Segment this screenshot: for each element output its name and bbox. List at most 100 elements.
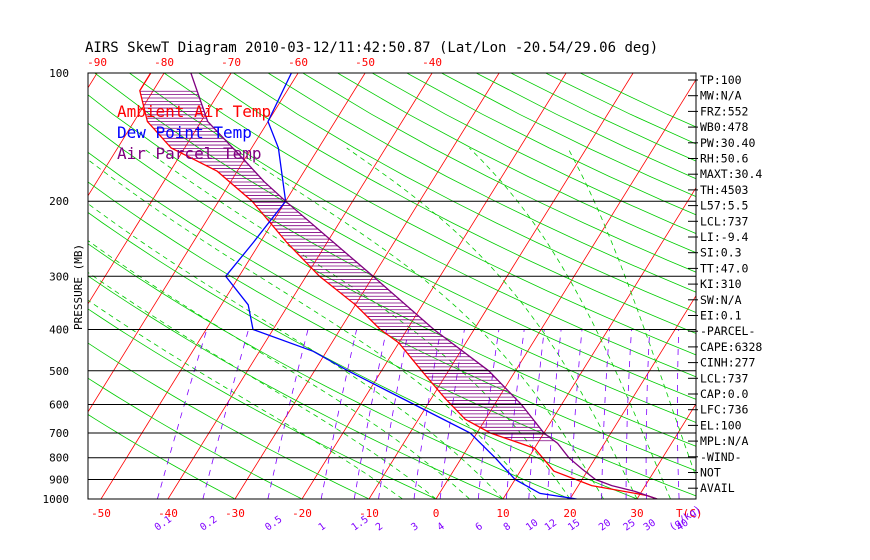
index-label: -WIND- xyxy=(700,450,742,464)
mixing-ratio-line xyxy=(157,329,208,499)
isotherm-line xyxy=(838,73,870,499)
pressure-tick-label: 700 xyxy=(49,427,69,440)
legend-ambient-air-temp: Ambient Air Temp xyxy=(117,102,271,121)
top-temp-tick-label: -60 xyxy=(288,56,308,69)
mixing-ratio-line xyxy=(570,329,583,499)
pressure-tick-label: 200 xyxy=(49,195,69,208)
dry-adiabat-line xyxy=(88,377,303,499)
background-lines xyxy=(0,73,870,499)
pressure-tick-label: 800 xyxy=(49,452,69,465)
mixing-ratio-tick-label: 0.2 xyxy=(198,514,219,533)
plot-frame xyxy=(87,72,697,500)
index-label: MPL:N/A xyxy=(700,434,749,448)
moist-adiabat-line xyxy=(88,159,537,499)
index-label: WB0:478 xyxy=(700,120,749,134)
top-temp-tick-label: -90 xyxy=(87,56,107,69)
dry-adiabat-line xyxy=(302,73,696,273)
moist-adiabat-line xyxy=(142,147,571,499)
moist-adiabat-line xyxy=(346,147,638,499)
mixing-ratio-line xyxy=(378,329,409,499)
mixing-ratio-line xyxy=(528,329,545,499)
index-label: LCL:737 xyxy=(700,371,749,385)
mixing-ratio-line xyxy=(202,329,249,499)
mixing-ratio-tick-label: 20 xyxy=(597,518,613,534)
index-label: TH:4503 xyxy=(700,183,749,197)
bottom-temp-tick-label: -50 xyxy=(91,507,111,520)
index-label: LI:-9.4 xyxy=(700,230,749,244)
index-label: NOT xyxy=(700,466,721,480)
dry-adiabat-line xyxy=(163,73,696,356)
dry-adiabat-line xyxy=(372,73,696,234)
moist-adiabat-line xyxy=(567,147,696,478)
mixing-ratio-tick-label: 4 xyxy=(436,521,447,533)
isotherm-line xyxy=(569,295,696,499)
index-label: MW:N/A xyxy=(700,89,742,103)
top-temp-tick-label: -80 xyxy=(154,56,174,69)
dry-adiabat-line xyxy=(476,73,696,180)
legend-air-parcel-temp: Air Parcel Temp xyxy=(117,144,262,163)
dry-adiabat-line xyxy=(94,73,696,400)
ambient-air-temp-line xyxy=(139,73,658,499)
dry-adiabat-line xyxy=(88,275,504,499)
index-label: EI:0.1 xyxy=(700,309,742,323)
index-label: FRZ:552 xyxy=(700,104,748,118)
legend-dew-point-temp: Dew Point Temp xyxy=(117,123,252,142)
moist-adiabat-line xyxy=(88,240,470,499)
bottom-temp-tick-label: -10 xyxy=(359,507,379,520)
index-label: TP:100 xyxy=(700,73,742,87)
bottom-temp-unit: T(C) xyxy=(676,507,703,520)
cape-hatching xyxy=(139,90,555,442)
mixing-ratio-tick-label: 1 xyxy=(317,521,328,533)
dry-adiabat-line xyxy=(88,151,696,472)
chart-title: AIRS SkewT Diagram 2010-03-12/11:42:50.8… xyxy=(85,40,658,56)
mixing-ratio-tick-label: 6 xyxy=(474,521,485,533)
isotherm-line xyxy=(368,73,634,499)
index-label: TT:47.0 xyxy=(700,261,749,275)
dry-adiabat-line xyxy=(129,73,696,378)
bottom-temp-tick-label: -20 xyxy=(292,507,312,520)
mixing-ratio-tick-label: 3 xyxy=(409,521,420,533)
dew-point-temp-line xyxy=(224,73,577,499)
dry-adiabat-line xyxy=(88,211,638,499)
top-temp-tick-label: -50 xyxy=(355,56,375,69)
top-temp-tick-label: -40 xyxy=(422,56,442,69)
index-label: LFC:736 xyxy=(700,403,749,417)
mixing-ratio-line xyxy=(677,329,680,499)
isotherm-line xyxy=(636,403,696,499)
index-label: CAPE:6328 xyxy=(700,340,762,354)
index-label: RH:50.6 xyxy=(700,152,749,166)
moist-adiabat-line xyxy=(88,271,437,499)
dry-adiabat-line xyxy=(88,122,696,447)
dry-adiabat-line xyxy=(406,73,696,216)
mixing-ratio-line xyxy=(320,329,357,499)
pressure-tick-label: 1000 xyxy=(43,493,70,506)
bottom-temp-tick-label: 20 xyxy=(563,507,576,520)
index-label: LCL:737 xyxy=(700,214,749,228)
isotherm-line xyxy=(88,73,232,305)
isotherm-line xyxy=(771,73,870,499)
moist-adiabat-line xyxy=(88,299,403,499)
profile-series xyxy=(139,73,658,499)
index-label: PW:30.40 xyxy=(700,136,755,150)
dry-adiabat-line xyxy=(198,73,696,334)
mixing-ratio-tick-label: 0.5 xyxy=(263,514,284,533)
index-label: KI:310 xyxy=(700,277,742,291)
index-label: MAXT:30.4 xyxy=(700,167,762,181)
isotherm-line xyxy=(502,186,696,499)
isotherm-line xyxy=(0,73,30,499)
dry-adiabat-line xyxy=(88,308,437,499)
bottom-temp-tick-label: 10 xyxy=(496,507,509,520)
mixing-ratio-line xyxy=(625,329,632,499)
dry-adiabat-line xyxy=(88,414,236,499)
pressure-tick-label: 100 xyxy=(49,67,69,80)
mixing-ratio-tick-label: 8 xyxy=(502,521,513,533)
moist-adiabat-line xyxy=(469,147,671,499)
isotherm-line xyxy=(88,73,165,197)
index-label: SW:N/A xyxy=(700,293,742,307)
pressure-lines xyxy=(88,200,696,481)
mixing-ratio-tick-label: 10 xyxy=(524,518,540,534)
axis-labels: 1002003004005006007008009001000PRESSURE … xyxy=(43,56,704,533)
pressure-tick-label: 500 xyxy=(49,365,69,378)
mixing-ratio-tick-label: 12 xyxy=(543,518,559,534)
